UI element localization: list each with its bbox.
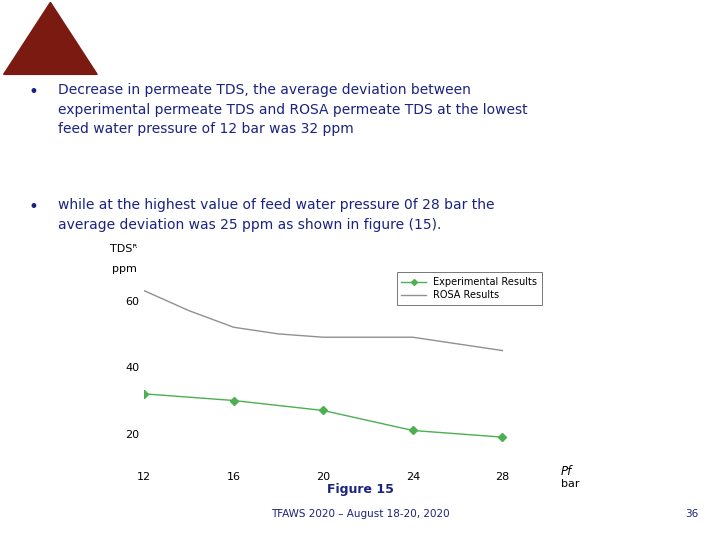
Text: Decrease in permeate TDS, the average deviation between
experimental permeate TD: Decrease in permeate TDS, the average de… <box>58 83 527 137</box>
Text: ppm: ppm <box>112 264 138 274</box>
Text: Figure 15: Figure 15 <box>327 483 393 496</box>
Text: TDSᴿ: TDSᴿ <box>110 244 138 254</box>
Text: while at the highest value of feed water pressure 0f 28 bar the
average deviatio: while at the highest value of feed water… <box>58 198 494 232</box>
Text: Comparison of Experimental Results against ROSA Results: Comparison of Experimental Results again… <box>112 33 641 48</box>
Polygon shape <box>4 2 97 75</box>
Text: bar: bar <box>561 479 579 489</box>
Legend: Experimental Results, ROSA Results: Experimental Results, ROSA Results <box>397 272 542 305</box>
Text: •: • <box>29 198 39 216</box>
Text: TFAWS 2020 – August 18-20, 2020: TFAWS 2020 – August 18-20, 2020 <box>271 509 449 519</box>
Text: Pf: Pf <box>561 465 572 478</box>
Text: 36: 36 <box>685 509 698 519</box>
Text: •: • <box>29 83 39 102</box>
